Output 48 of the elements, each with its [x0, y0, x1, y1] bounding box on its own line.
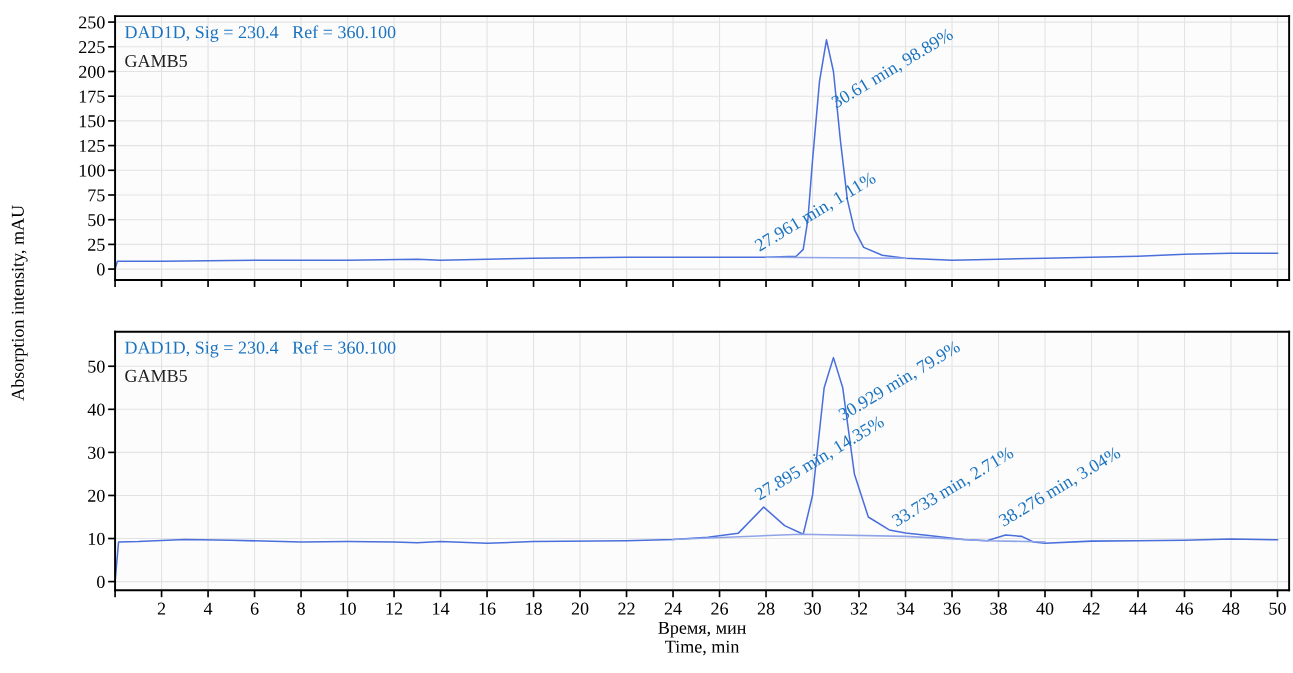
y-tick-label: 250: [79, 16, 105, 29]
y-tick-label: 0: [97, 575, 105, 589]
x-tick-label: 2: [157, 602, 166, 615]
annotation: GAMB5: [125, 369, 187, 382]
x-tick-label: 18: [526, 602, 542, 615]
y-axis-title: Absorption intensity, mAU: [11, 205, 28, 401]
y-tick-label: 20: [88, 489, 105, 502]
x-tick-label: 34: [897, 602, 915, 615]
x-tick-label: 12: [386, 602, 403, 615]
x-tick-label: 50: [1269, 602, 1286, 615]
x-tick-label: 14: [433, 602, 450, 615]
y-tick-label: 0: [97, 263, 105, 276]
x-tick-label: 20: [571, 602, 589, 615]
x-tick-label: 24: [664, 602, 682, 615]
annotation: GAMB5: [125, 54, 187, 68]
y-tick-label: 40: [87, 403, 105, 416]
y-tick-label: 25: [88, 238, 105, 251]
y-tick-label: 50: [88, 213, 105, 227]
x-tick-label: 22: [618, 602, 635, 615]
y-tick-label: 175: [79, 90, 105, 103]
y-tick-label: 150: [79, 115, 105, 128]
x-tick-label: 46: [1175, 602, 1193, 615]
x-tick-label: 42: [1082, 602, 1100, 615]
x-axis-title: Время, мин Time, min: [658, 621, 746, 656]
x-tick-label: 28: [757, 602, 775, 615]
y-tick-label: 225: [79, 41, 105, 54]
x-tick-label: 8: [297, 602, 305, 615]
x-tick-label: 48: [1222, 602, 1240, 615]
x-tick-label: 16: [479, 602, 496, 615]
x-tick-label: 40: [1036, 602, 1054, 615]
x-tick-label: 44: [1129, 602, 1147, 615]
x-tick-label: 10: [340, 602, 356, 615]
y-tick-label: 100: [79, 164, 105, 177]
x-tick-label: 26: [711, 602, 729, 615]
y-tick-label: 200: [79, 65, 105, 78]
x-tick-label: 38: [990, 602, 1007, 615]
y-tick-label: 30: [88, 446, 105, 459]
annotation: DAD1D, Sig = 230.4 Ref = 360.100: [124, 340, 396, 358]
y-tick-label: 125: [79, 139, 105, 153]
x-tick-label: 32: [850, 602, 868, 615]
x-tick-label: 30: [804, 602, 821, 615]
x-tick-label: 6: [250, 602, 259, 615]
y-tick-label: 10: [88, 532, 105, 545]
annotation: DAD1D, Sig = 230.4 Ref = 360.100: [124, 25, 396, 42]
x-tick-label: 36: [943, 602, 961, 615]
x-tick-label: 4: [203, 602, 213, 615]
y-tick-label: 50: [88, 360, 105, 373]
y-tick-label: 75: [88, 189, 105, 202]
